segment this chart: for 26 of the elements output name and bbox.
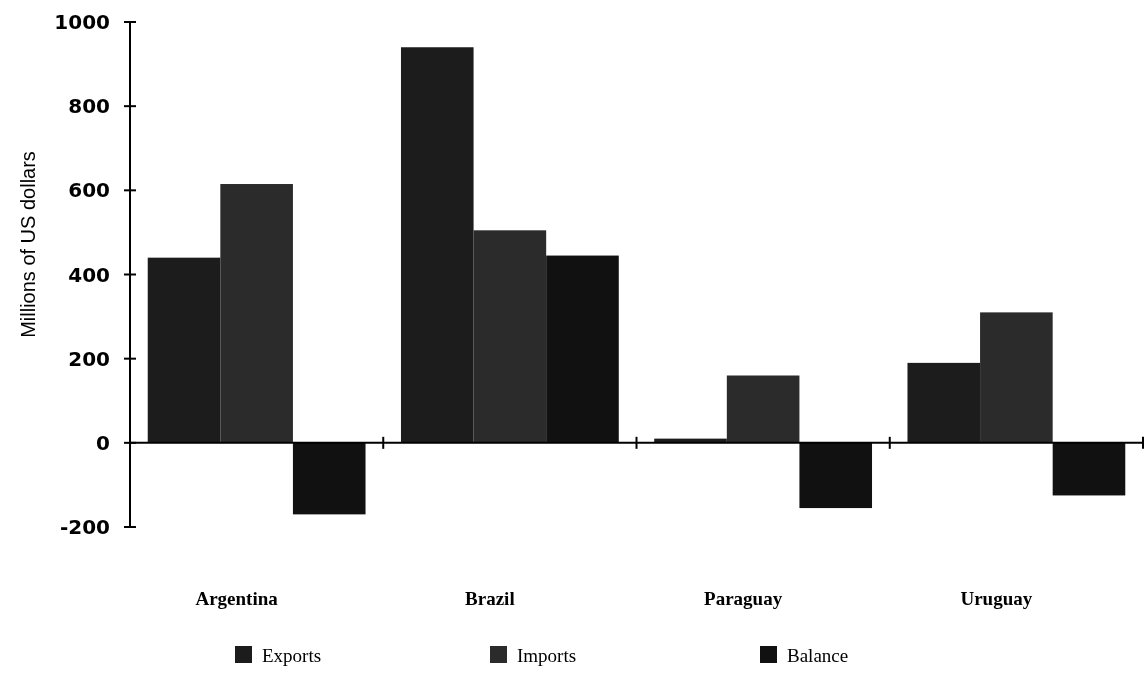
bar xyxy=(292,442,366,515)
legend-label: Imports xyxy=(517,644,577,666)
legend-label: Exports xyxy=(262,644,322,666)
y-axis-title: Millions of US dollars xyxy=(17,151,39,338)
bar xyxy=(799,442,873,509)
y-tick-label: 200 xyxy=(68,346,110,371)
legend-label: Balance xyxy=(787,644,849,666)
x-tick-label: Uruguay xyxy=(960,588,1033,609)
y-tick-label: 600 xyxy=(68,178,110,203)
bar xyxy=(546,255,619,443)
bar xyxy=(220,184,293,443)
y-tick-label: 0 xyxy=(96,430,110,455)
bar xyxy=(147,257,221,443)
x-tick-label: Argentina xyxy=(195,588,279,609)
bar xyxy=(473,230,547,443)
bar xyxy=(1052,442,1126,496)
bar xyxy=(980,312,1053,443)
y-tick-label: -200 xyxy=(59,515,110,539)
bar xyxy=(726,375,800,443)
x-tick-label: Brazil xyxy=(465,588,515,609)
bar xyxy=(907,362,981,443)
bar xyxy=(400,47,474,443)
y-tick-label: 400 xyxy=(68,262,110,287)
y-tick-label: 1000 xyxy=(54,10,110,34)
y-tick-label: 800 xyxy=(68,94,110,119)
x-tick-label: Paraguay xyxy=(704,588,783,609)
